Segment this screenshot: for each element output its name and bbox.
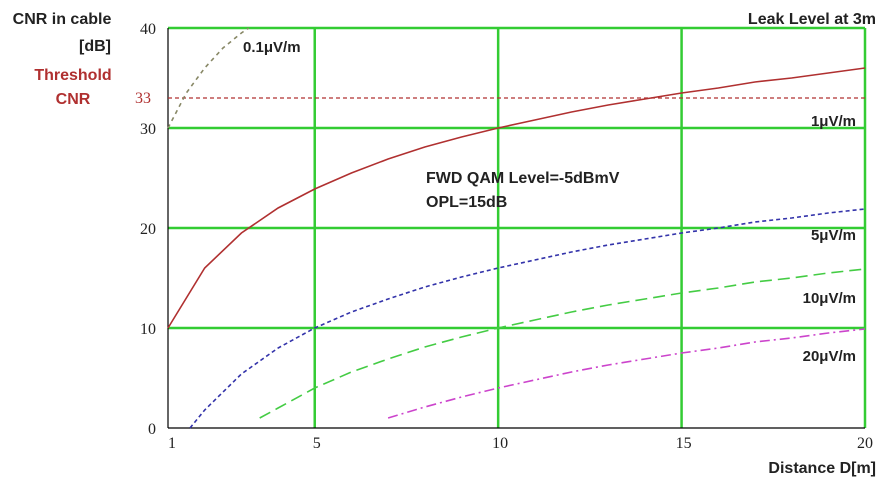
annotation-line2: OPL=15dB — [426, 194, 507, 211]
x-tick-label: 10 — [492, 435, 508, 452]
y-tick-label: 0 — [148, 421, 156, 438]
chart-title: Leak Level at 3m — [748, 11, 876, 28]
y-tick-label: 10 — [140, 321, 156, 338]
x-axis-label: Distance D[m] — [768, 460, 876, 477]
y-axis-label-line2: [dB] — [79, 38, 111, 55]
axes — [167, 28, 865, 429]
x-tick-label: 5 — [313, 435, 321, 452]
y-axis-label-line1: CNR in cable — [13, 11, 112, 28]
series-line — [189, 208, 866, 429]
series-label: 10μV/m — [803, 290, 856, 307]
series-line — [387, 328, 866, 419]
threshold-label-line1: Threshold — [34, 67, 111, 84]
series-group: 0.1μV/m 1μV/m 5μV/m 10μV/m 20μV/m — [167, 27, 866, 429]
series-line — [167, 67, 866, 329]
series-line — [167, 27, 250, 129]
series-line — [259, 268, 866, 419]
series-label: 20μV/m — [803, 348, 856, 365]
x-tick-label: 15 — [676, 435, 692, 452]
y-tick-label: 20 — [140, 221, 156, 238]
series-label: 0.1μV/m — [243, 39, 301, 56]
threshold-value-label: 33 — [135, 90, 151, 107]
y-tick-label: 40 — [140, 21, 156, 38]
x-tick-label: 1 — [168, 435, 176, 452]
threshold-label-line2: CNR — [56, 91, 91, 108]
grid — [168, 26, 867, 428]
x-tick-label: 20 — [857, 435, 873, 452]
series-label: 1μV/m — [811, 113, 856, 130]
series-label: 5μV/m — [811, 227, 856, 244]
y-tick-label: 30 — [140, 121, 156, 138]
annotation-line1: FWD QAM Level=-5dBmV — [426, 170, 620, 187]
